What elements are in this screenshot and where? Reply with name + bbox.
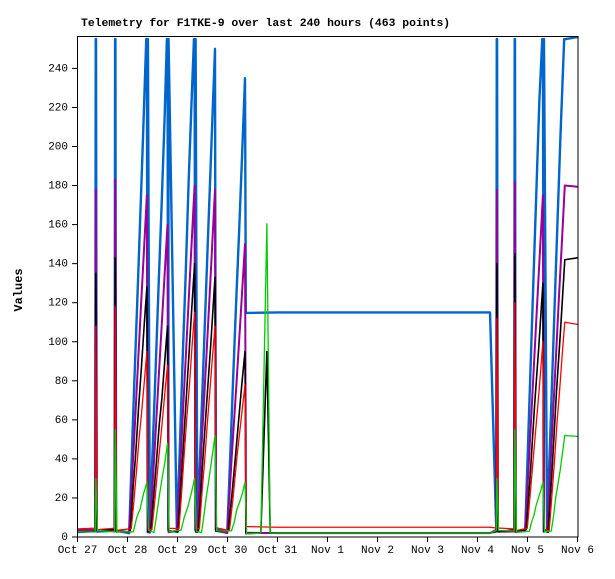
svg-text:Oct 31: Oct 31 [258, 545, 298, 557]
svg-text:220: 220 [48, 103, 68, 115]
svg-text:160: 160 [48, 220, 68, 232]
svg-text:0: 0 [61, 532, 68, 544]
svg-text:20: 20 [55, 493, 68, 505]
svg-text:Values: Values [12, 268, 26, 311]
svg-text:Nov 2: Nov 2 [361, 545, 394, 557]
svg-text:140: 140 [48, 259, 68, 271]
svg-text:Telemetry for F1TKE-9 over las: Telemetry for F1TKE-9 over last 240 hour… [81, 18, 450, 30]
svg-text:240: 240 [48, 63, 68, 75]
svg-text:200: 200 [48, 142, 68, 154]
svg-text:Oct 29: Oct 29 [158, 545, 198, 557]
svg-text:60: 60 [55, 415, 68, 427]
svg-text:Nov 6: Nov 6 [561, 545, 594, 557]
svg-text:40: 40 [55, 454, 68, 466]
svg-text:180: 180 [48, 181, 68, 193]
svg-text:Oct 28: Oct 28 [108, 545, 148, 557]
svg-text:100: 100 [48, 337, 68, 349]
svg-text:Oct 27: Oct 27 [58, 545, 98, 557]
svg-text:Nov 1: Nov 1 [311, 545, 344, 557]
svg-text:Nov 4: Nov 4 [461, 545, 494, 557]
svg-text:Nov 5: Nov 5 [511, 545, 544, 557]
svg-text:Nov 3: Nov 3 [411, 545, 444, 557]
svg-text:80: 80 [55, 376, 68, 388]
svg-text:Oct 30: Oct 30 [208, 545, 248, 557]
svg-text:120: 120 [48, 298, 68, 310]
